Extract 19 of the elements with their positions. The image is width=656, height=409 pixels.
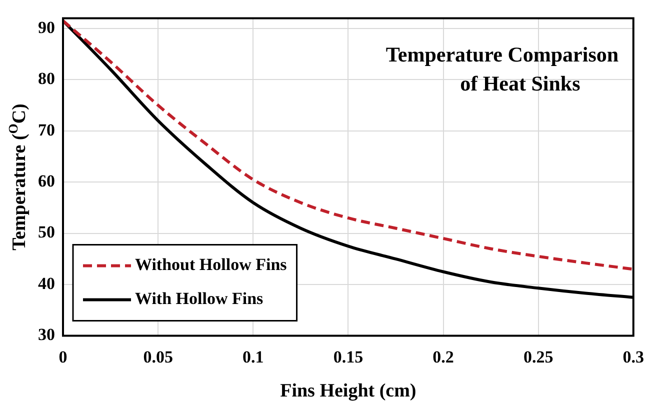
x-tick-label: 0.05 <box>143 347 173 366</box>
x-tick-label: 0.3 <box>622 347 644 366</box>
y-tick-label: 60 <box>38 172 55 191</box>
y-tick-label: 70 <box>38 120 55 140</box>
x-tick-label: 0.2 <box>432 347 454 366</box>
x-tick-label: 0 <box>58 347 68 366</box>
y-tick-label: 90 <box>38 18 55 37</box>
x-tick-label: 0.25 <box>523 347 554 366</box>
y-tick-label: 80 <box>38 69 55 88</box>
legend-label: With Hollow Fins <box>135 289 264 308</box>
x-axis-title: Fins Height (cm) <box>280 380 416 402</box>
legend-label: Without Hollow Fins <box>135 255 288 274</box>
y-tick-label: 50 <box>38 222 55 242</box>
text: Temperature Comparison of Heat Sinks <box>386 42 619 96</box>
x-tick-label: 0.1 <box>242 347 264 366</box>
y-axis-title: Temperature (OC) <box>5 104 30 250</box>
y-tick-label: 30 <box>38 325 55 344</box>
x-tick-label: 0.15 <box>333 347 364 366</box>
y-tick-label: 40 <box>38 274 55 293</box>
